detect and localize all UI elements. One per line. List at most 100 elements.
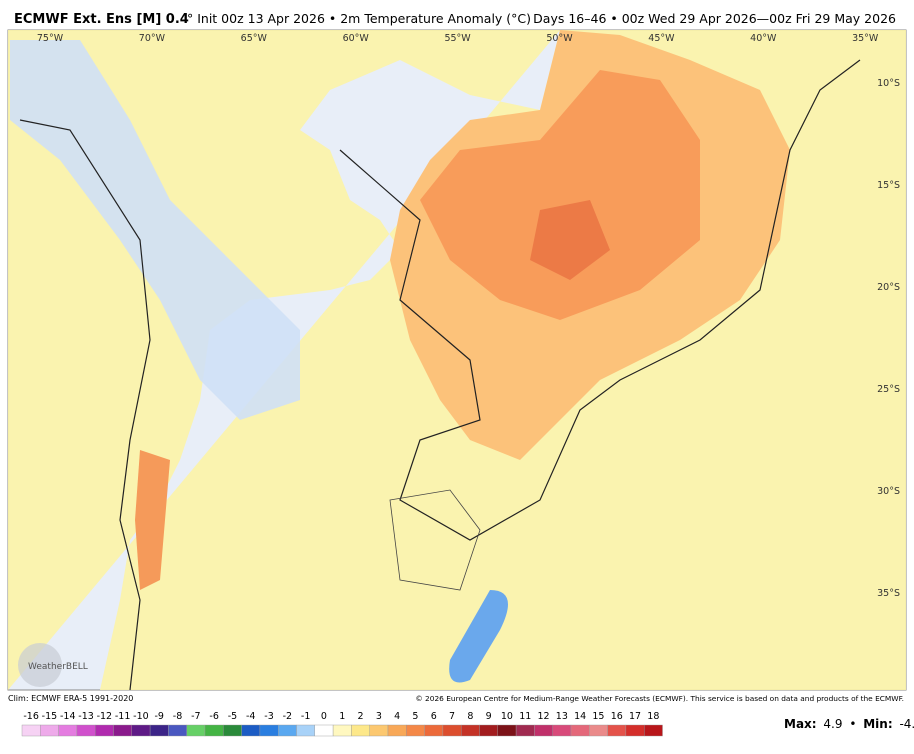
colorbar-swatch [314,724,334,737]
colorbar-label: -2 [283,711,292,722]
colorbar-swatch [76,724,96,737]
colorbar: -16 -15 -14 -13 -12 -11 -10 -9 -8 -7 -6 -5 -4 -3 -2 -1 0… [21,711,663,737]
colorbar-swatch [168,724,187,737]
warm-peak [530,200,610,280]
colorbar-swatch [369,724,389,737]
colorbar-swatch [461,724,480,737]
colorbar-swatch [113,724,132,737]
colorbar-label: -5 [228,711,237,722]
colorbar-swatch [570,724,590,737]
colorbar-label: 13 [556,711,568,722]
longitude-label: 65°W [241,33,268,44]
colorbar-label: 12 [538,711,550,722]
colorbar-label: -10 [133,711,149,722]
colorbar-label: 18 [647,711,659,722]
logo: WeatherBELL [28,662,88,672]
longitude-label: 70°W [139,33,166,44]
latitude-label: 35°S [877,588,900,599]
colorbar-label: 5 [412,711,418,722]
colorbar-label: 16 [611,711,623,722]
warm-core [420,70,700,320]
colorbar-label: -16 [23,711,39,722]
colorbar-swatch [497,724,517,737]
colorbar-label: 15 [592,711,604,722]
colorbar-label: 11 [519,711,531,722]
latitude-label: 20°S [877,282,900,293]
stats: Max: 4.9 • Min: -4.6 [784,717,914,731]
borders [19,59,861,691]
colorbar-label: -1 [301,711,310,722]
andes-warm [135,450,170,590]
colorbar-label: -9 [155,711,164,722]
colorbar-swatch [442,724,462,737]
colorbar-label: 14 [574,711,586,722]
colorbar-swatch [149,724,169,737]
min-value: -4.6 [899,717,914,731]
colorbar-swatch [241,724,261,737]
colorbar-swatch [223,724,242,737]
colorbar-swatch [186,724,206,737]
cool-region [10,40,300,420]
copyright: © 2026 European Centre for Medium-Range … [415,694,904,703]
colorbar-swatch [278,724,297,737]
colorbar-swatch [351,724,370,737]
map: 75°W 70°W 65°W 60°W 55°W 50°W 45°W 40°W 35°W 10°… [7,29,907,691]
latitude-label: 15°S [877,180,900,191]
subtitle: ° Init 00z 13 Apr 2026 • 2m Temperature … [187,11,531,26]
longitude-labels: 75°W 70°W 65°W 60°W 55°W 50°W 45°W 40°W 35°W [37,33,879,44]
latitude-labels: 10°S 15°S 20°S 25°S 30°S 35°S [877,78,900,599]
longitude-label: 40°W [750,33,777,44]
colorbar-swatch [406,724,425,737]
colorbar-swatch [387,724,407,737]
colorbar-label: 4 [394,711,400,722]
colorbar-swatch [534,724,553,737]
max-value: 4.9 [823,717,842,731]
colorbar-label: -4 [246,711,255,722]
longitude-label: 35°W [852,33,879,44]
title: ECMWF Ext. Ens [M] 0.4 [14,12,189,27]
colorbar-swatch [515,724,535,737]
longitude-label: 55°W [444,33,471,44]
colorbar-label: -7 [191,711,200,722]
colorbar-label: -15 [42,711,58,722]
colorbar-swatch [131,724,151,737]
colorbar-swatch [479,724,498,737]
colorbar-swatch [259,724,279,737]
colorbar-label: 2 [358,711,364,722]
separator: • [849,717,856,731]
colorbar-swatch [607,724,627,737]
colorbar-label: 0 [321,711,327,722]
colorbar-swatch [332,724,352,737]
colorbar-label: 8 [467,711,473,722]
colorbar-label: 7 [449,711,455,722]
logo-mark [18,643,62,687]
colorbar-swatch [552,724,572,737]
climatology: Clim: ECMWF ERA-5 1991-2020 [8,694,133,703]
colorbar-label: 9 [486,711,492,722]
colorbar-swatch [644,724,663,737]
latitude-label: 10°S [877,78,900,89]
longitude-label: 50°W [546,33,573,44]
min-label: Min: [863,717,892,731]
longitude-label: 75°W [37,33,64,44]
colorbar-label: -8 [173,711,182,722]
colorbar-swatch [94,724,114,737]
longitude-label: 60°W [343,33,370,44]
colorbar-swatch [40,724,59,737]
colorbar-label: 3 [376,711,382,722]
colorbar-label: -13 [78,711,94,722]
colorbar-swatch [625,724,645,737]
period: Days 16–46 • 00z Wed 29 Apr 2026—00z Fri… [533,11,896,26]
colorbar-label: -14 [60,711,76,722]
colorbar-swatch [204,724,224,737]
max-label: Max: [784,717,817,731]
colorbar-label: -3 [264,711,273,722]
colorbar-swatch [296,724,315,737]
latitude-label: 25°S [877,384,900,395]
colorbar-swatch [21,724,41,737]
colorbar-label: -11 [115,711,131,722]
cool-anomaly [449,590,508,683]
colorbar-label: -6 [209,711,218,722]
latitude-label: 30°S [877,486,900,497]
